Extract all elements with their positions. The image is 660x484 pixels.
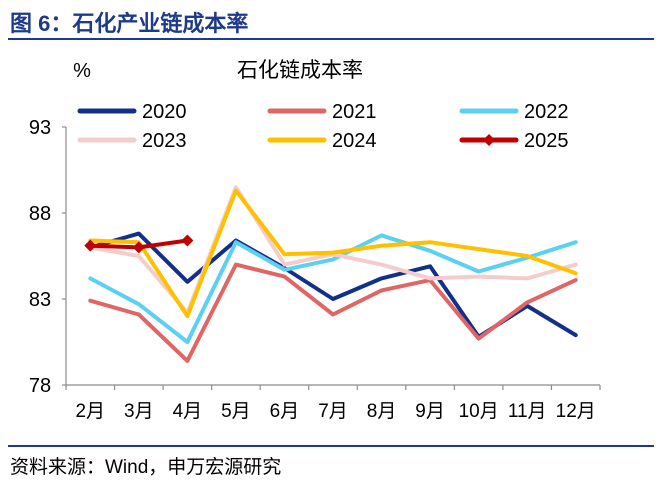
line-chart: 78 83 88 93 2月 3月 4月 5月 6月 7月 8月 9月 10月 11月 12月% 石化链成本率… xyxy=(29,59,601,422)
data-point-2025 xyxy=(84,239,97,252)
legend-label-2020: 2020 xyxy=(142,101,187,123)
legend-label-2024: 2024 xyxy=(332,130,377,152)
series-line-2022 xyxy=(88,233,578,344)
source-note: 资料来源：Wind，申万宏源研究 xyxy=(10,457,282,478)
legend-marker-2025 xyxy=(483,134,495,146)
chart-title: 石化链成本率 xyxy=(237,59,363,82)
y-tick-label: 78 xyxy=(29,375,51,397)
data-point-2025 xyxy=(132,241,145,254)
y-tick-label: 88 xyxy=(29,203,51,225)
x-tick-label: 7月 xyxy=(318,401,348,422)
y-tick-label: 93 xyxy=(29,117,51,139)
title-divider xyxy=(8,38,654,40)
legend-label-2022: 2022 xyxy=(524,101,569,123)
data-point-2025 xyxy=(181,234,194,247)
x-tick-label: 3月 xyxy=(124,401,154,422)
y-tick-label: 83 xyxy=(29,289,51,311)
series-line-2023 xyxy=(88,185,578,315)
series-line-2021 xyxy=(88,262,578,363)
legend-label-2023: 2023 xyxy=(142,130,187,152)
y-unit-label: % xyxy=(73,60,91,82)
x-tick-label: 2月 xyxy=(75,401,105,422)
x-tick-label: 10月 xyxy=(459,401,499,422)
source-divider xyxy=(8,445,654,447)
series-line-2024 xyxy=(88,188,578,319)
x-tick-label: 5月 xyxy=(221,401,251,422)
x-tick-label: 9月 xyxy=(415,401,445,422)
x-tick-label: 6月 xyxy=(270,401,300,422)
chart-area: 78 83 88 93 2月 3月 4月 5月 6月 7月 8月 9月 10月 11月 12月% 石化链成本率… xyxy=(0,40,660,440)
legend-label-2021: 2021 xyxy=(332,101,377,123)
x-tick-label: 12月 xyxy=(556,401,596,422)
x-tick-label: 4月 xyxy=(173,401,203,422)
legend-label-2025: 2025 xyxy=(524,130,569,152)
x-tick-label: 11月 xyxy=(508,401,547,422)
x-tick-label: 8月 xyxy=(367,401,397,422)
figure-header: 图 6：石化产业链成本率 xyxy=(8,4,654,40)
figure-title: 图 6：石化产业链成本率 xyxy=(10,11,249,36)
